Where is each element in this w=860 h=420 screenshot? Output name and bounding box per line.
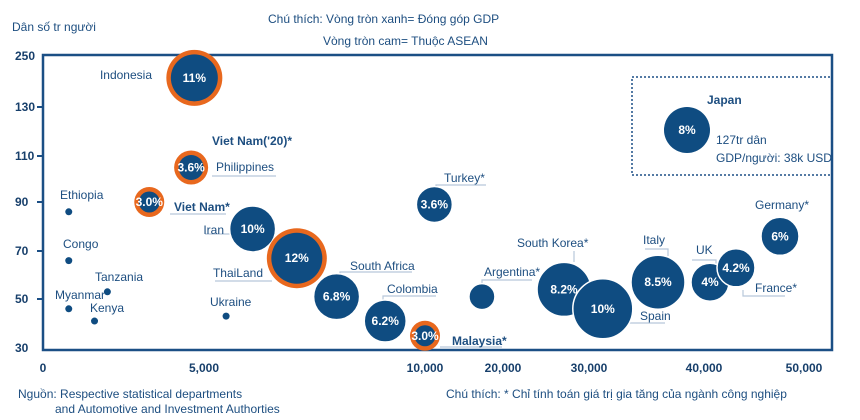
point-label-ethiopia: Ethiopia <box>60 188 104 202</box>
x-tick-label: 30,000 <box>571 361 608 375</box>
legend-note-1: Chú thích: Vòng tròn xanh= Đóng góp GDP <box>268 12 499 26</box>
point-label-iran: Iran <box>203 223 224 237</box>
point-label-kenya: Kenya <box>90 301 124 315</box>
bubble-value-indonesia: 11% <box>183 71 207 85</box>
leader-line-colombia <box>382 295 436 300</box>
bubble-malaysia <box>414 325 436 347</box>
source-line-2: and Automotive and Investment Authorties <box>55 402 280 416</box>
point-label-myanmar: Myanmar <box>55 288 105 302</box>
y-tick-label: 250 <box>15 49 35 63</box>
x-tick-label: 0 <box>40 361 47 375</box>
point-label-vietnam: Viet Nam* <box>174 200 230 214</box>
bubble-ukraine <box>222 312 230 320</box>
x-tick-label: 20,000 <box>485 361 522 375</box>
inset-line2: GDP/người: 38k USD <box>716 151 832 165</box>
bubble-value-philippines: 3.6% <box>177 161 205 175</box>
y-tick-label: 70 <box>15 244 29 258</box>
leader-line-italy <box>645 248 669 256</box>
point-label-indonesia: Indonesia <box>100 68 152 82</box>
leader-line-france <box>742 290 785 297</box>
bubble-vietnam <box>138 191 160 213</box>
bubble-value-iran: 10% <box>241 222 265 236</box>
bubble-value-italy: 8.5% <box>644 275 672 289</box>
point-label-philippines: Philippines <box>216 160 274 174</box>
y-tick-label: 110 <box>15 149 35 163</box>
bubble-value-southafrica: 6.8% <box>323 290 351 304</box>
bubble-value-thailand: 12% <box>285 251 309 265</box>
bubble-ethiopia <box>65 208 73 216</box>
footnote: Chú thích: * Chỉ tính toán giá trị gia t… <box>446 387 787 401</box>
inset-title: Japan <box>707 93 742 107</box>
point-label-southkorea: South Korea* <box>517 236 589 250</box>
x-tick-label: 40,000 <box>686 361 723 375</box>
bubble-value-southkorea: 8.2% <box>550 282 578 296</box>
bubble-value-uk: 4% <box>701 275 719 289</box>
bubble-kenya <box>91 317 99 325</box>
leader-line-argentina <box>481 279 532 284</box>
point-label-tanzania: Tanzania <box>95 270 143 284</box>
point-label-spain: Spain <box>640 309 671 323</box>
bubble-france <box>716 248 756 288</box>
inset-value: 8% <box>678 123 696 137</box>
bubble-value-malaysia: 3.0% <box>411 329 439 343</box>
leader-line-turkey <box>435 184 486 188</box>
legend-note-2: Vòng tròn cam= Thuộc ASEAN <box>323 34 488 48</box>
bubble-italy <box>630 254 686 310</box>
bubble-argentina <box>468 282 496 311</box>
bubble-indonesia <box>170 54 218 102</box>
bubble-colombia <box>363 299 407 343</box>
y-tick-label: 90 <box>15 195 29 209</box>
point-label-turkey: Turkey* <box>444 171 485 185</box>
bubble-value-colombia: 6.2% <box>372 314 400 328</box>
y-axis-label: Dân số tr người <box>12 20 96 34</box>
label-vietnam-2020: Viet Nam('20)* <box>212 134 292 148</box>
bubble-southafrica <box>312 272 361 321</box>
bubble-turkey <box>415 185 454 224</box>
bubble-germany <box>760 216 800 257</box>
point-label-italy: Italy <box>643 233 665 247</box>
x-tick-label: 10,000 <box>407 361 444 375</box>
y-tick-label: 50 <box>15 292 29 306</box>
bubble-iran <box>228 205 277 253</box>
bubble-thailand <box>271 232 323 284</box>
point-label-malaysia: Malaysia* <box>452 334 507 348</box>
point-label-ukraine: Ukraine <box>210 295 252 309</box>
x-tick-label: 5,000 <box>189 361 219 375</box>
inset-line1: 127tr dân <box>716 133 767 147</box>
point-label-southafrica: South Africa <box>350 259 415 273</box>
bubble-tanzania <box>103 288 111 296</box>
bubble-value-germany: 6% <box>771 229 789 243</box>
point-label-thailand: ThaiLand <box>213 266 263 280</box>
bubble-myanmar <box>65 305 73 313</box>
bubble-congo <box>65 257 73 265</box>
inset-border <box>631 76 833 176</box>
bubble-value-vietnam: 3.0% <box>136 195 164 209</box>
y-tick-label: 130 <box>15 100 35 114</box>
point-label-argentina: Argentina* <box>484 265 540 279</box>
bubble-spain <box>572 278 634 340</box>
source-line-1: Nguồn: Respective statistical department… <box>18 387 242 401</box>
leader-line-uk <box>692 259 717 265</box>
bubble-value-spain: 10% <box>591 302 615 316</box>
point-label-congo: Congo <box>63 237 99 251</box>
inset-box: 8% Japan 127tr dân GDP/người: 38k USD <box>631 76 833 176</box>
bubble-philippines <box>178 155 204 180</box>
point-label-france: France* <box>755 281 797 295</box>
bubble-value-turkey: 3.6% <box>421 197 449 211</box>
point-label-uk: UK <box>696 243 713 257</box>
x-tick-label: 50,000 <box>786 361 823 375</box>
inset-japan-bubble <box>664 107 710 153</box>
y-tick-label: 30 <box>15 341 29 355</box>
point-label-germany: Germany* <box>755 198 809 212</box>
bubble-value-france: 4.2% <box>722 261 750 275</box>
point-label-colombia: Colombia <box>387 282 438 296</box>
